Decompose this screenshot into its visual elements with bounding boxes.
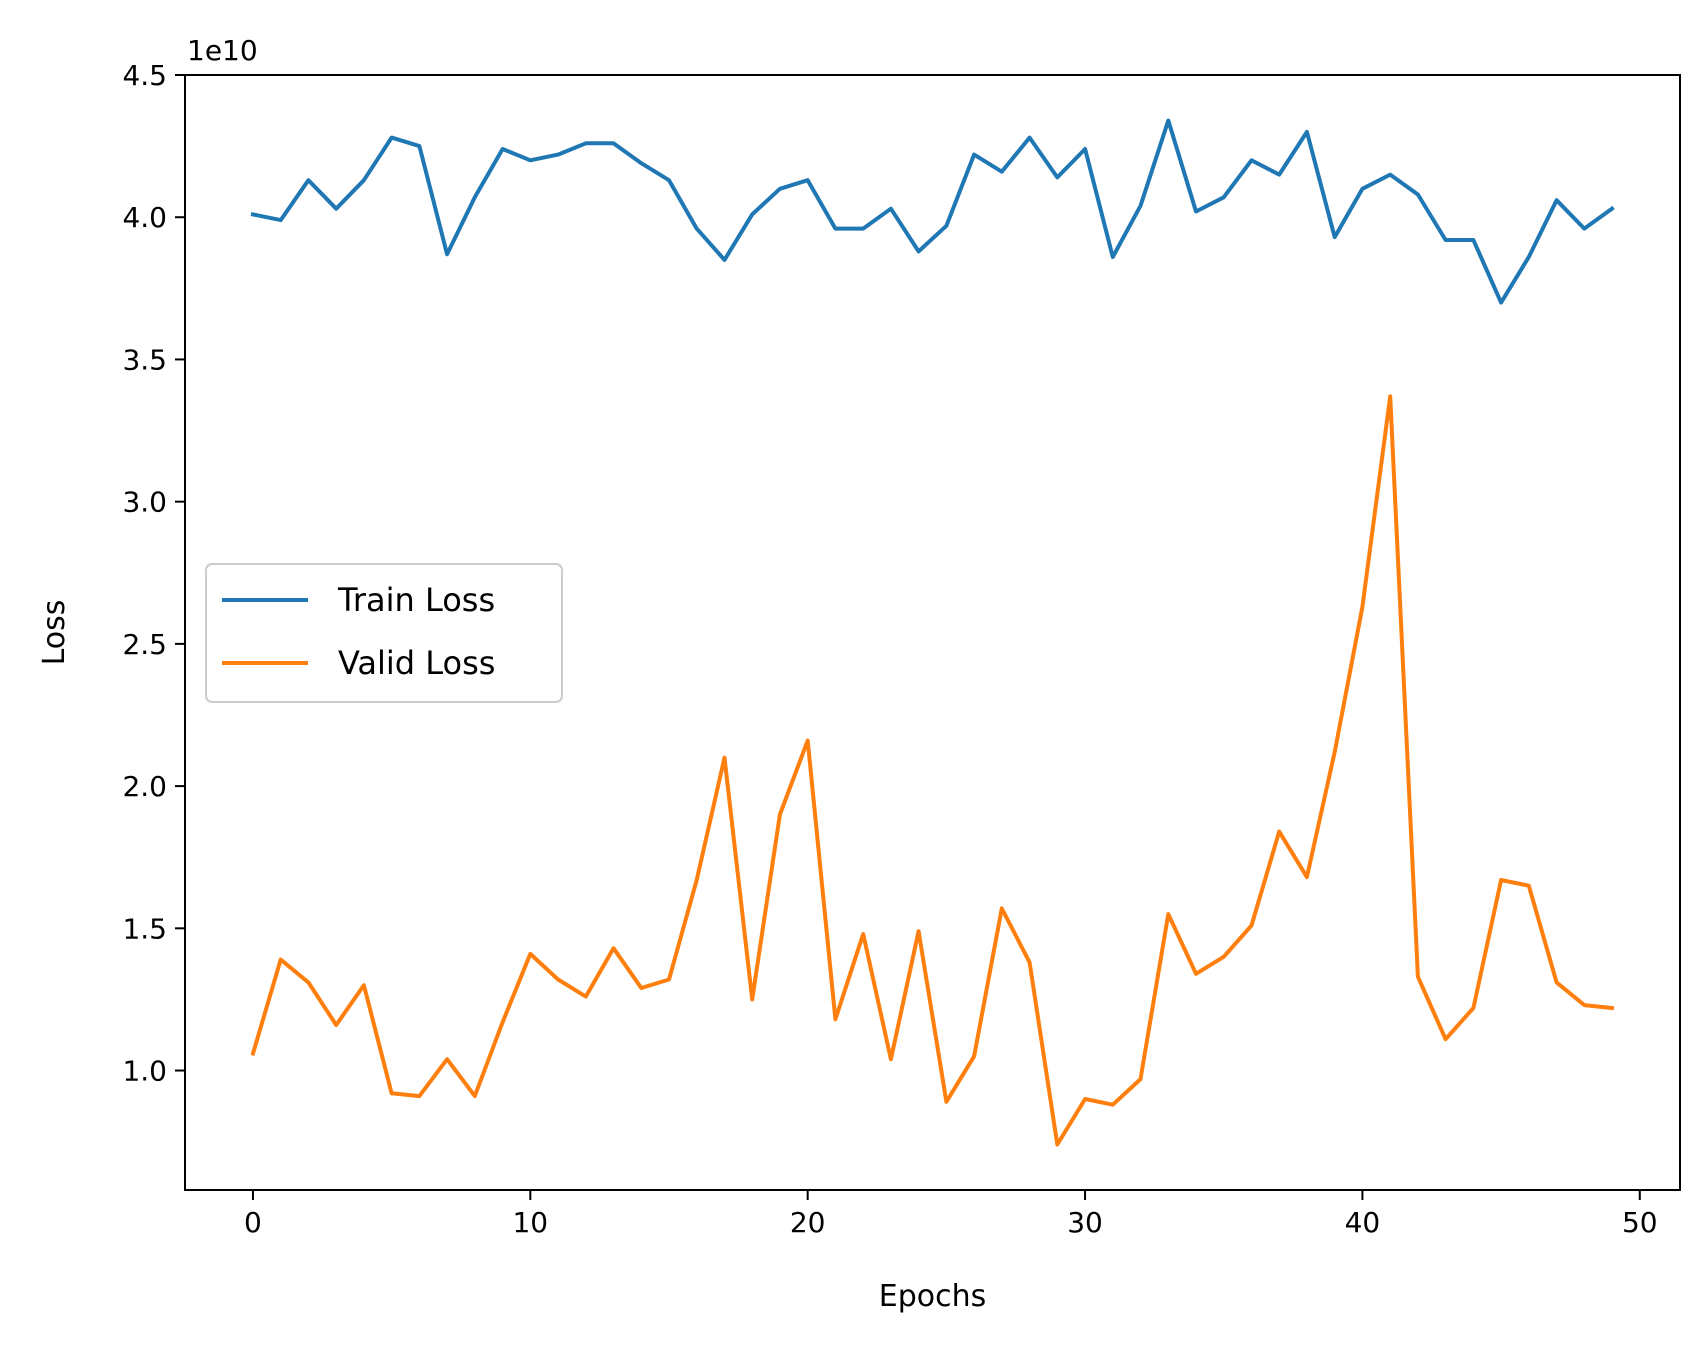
series-line-valid-loss [250, 394, 1615, 1147]
series-line-train-loss [250, 118, 1615, 305]
series-layer [250, 118, 1615, 1147]
y-tick-label: 1.0 [122, 1055, 167, 1088]
y-axis-offset-label: 1e10 [187, 34, 258, 67]
plot-frame [184, 74, 1681, 1191]
y-tick-label: 1.5 [122, 912, 167, 945]
y-axis-ticks: 1.0 1.5 2.0 2.5 3.0 3.5 4.0 4.5 [122, 59, 185, 1088]
x-tick-label: 50 [1622, 1206, 1658, 1239]
y-tick-label: 2.0 [122, 770, 167, 803]
x-tick-label: 0 [244, 1206, 262, 1239]
y-tick-label: 3.0 [122, 486, 167, 519]
x-tick-label: 10 [512, 1206, 548, 1239]
y-tick-label: 4.5 [122, 59, 167, 92]
y-tick-label: 3.5 [122, 343, 167, 376]
x-tick-label: 40 [1345, 1206, 1381, 1239]
y-tick-label: 2.5 [122, 628, 167, 661]
x-tick-label: 30 [1067, 1206, 1103, 1239]
x-tick-label: 20 [790, 1206, 826, 1239]
x-axis-ticks: 0 10 20 30 40 50 [244, 1190, 1658, 1239]
legend: Train Loss Valid Loss [205, 563, 563, 703]
x-axis-label: Epochs [879, 1279, 987, 1314]
y-axis-label: Loss [37, 600, 72, 666]
legend-label: Train Loss [337, 581, 495, 619]
y-tick-label: 4.0 [122, 201, 167, 234]
legend-label: Valid Loss [338, 644, 495, 682]
